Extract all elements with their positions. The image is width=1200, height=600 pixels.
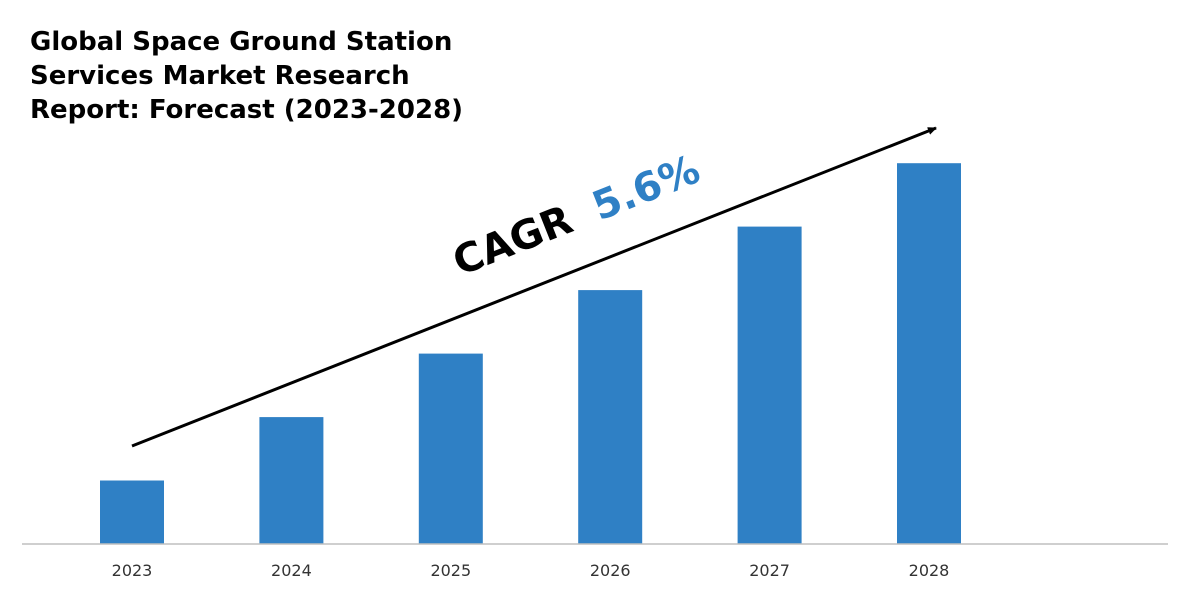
chart-title-line-2: Services Market Research	[30, 61, 410, 91]
x-tick-label-2024: 2024	[271, 561, 312, 580]
x-tick-label-2025: 2025	[430, 561, 471, 580]
x-tick-label-2027: 2027	[749, 561, 790, 580]
chart-title-line-3: Report: Forecast (2023-2028)	[30, 95, 463, 125]
x-axis-ticks: 2023 2024 2025 2026 2027 2028	[112, 561, 950, 580]
cagr-prefix: CAGR	[447, 197, 579, 285]
bar-2027	[737, 226, 802, 544]
chart-title-line-1: Global Space Ground Station	[30, 27, 452, 57]
bar-2024	[259, 417, 324, 544]
cagr-annotation: CAGR 5.6%	[447, 147, 706, 286]
bar-2026	[578, 290, 643, 544]
x-tick-label-2023: 2023	[112, 561, 153, 580]
x-tick-label-2026: 2026	[590, 561, 631, 580]
bar-2023	[100, 480, 164, 544]
cagr-value: 5.6%	[586, 147, 706, 231]
x-tick-label-2028: 2028	[909, 561, 950, 580]
bar-2028	[897, 163, 961, 544]
bar-2025	[418, 353, 483, 544]
bars	[100, 163, 961, 544]
trend-arrow	[131, 126, 937, 448]
